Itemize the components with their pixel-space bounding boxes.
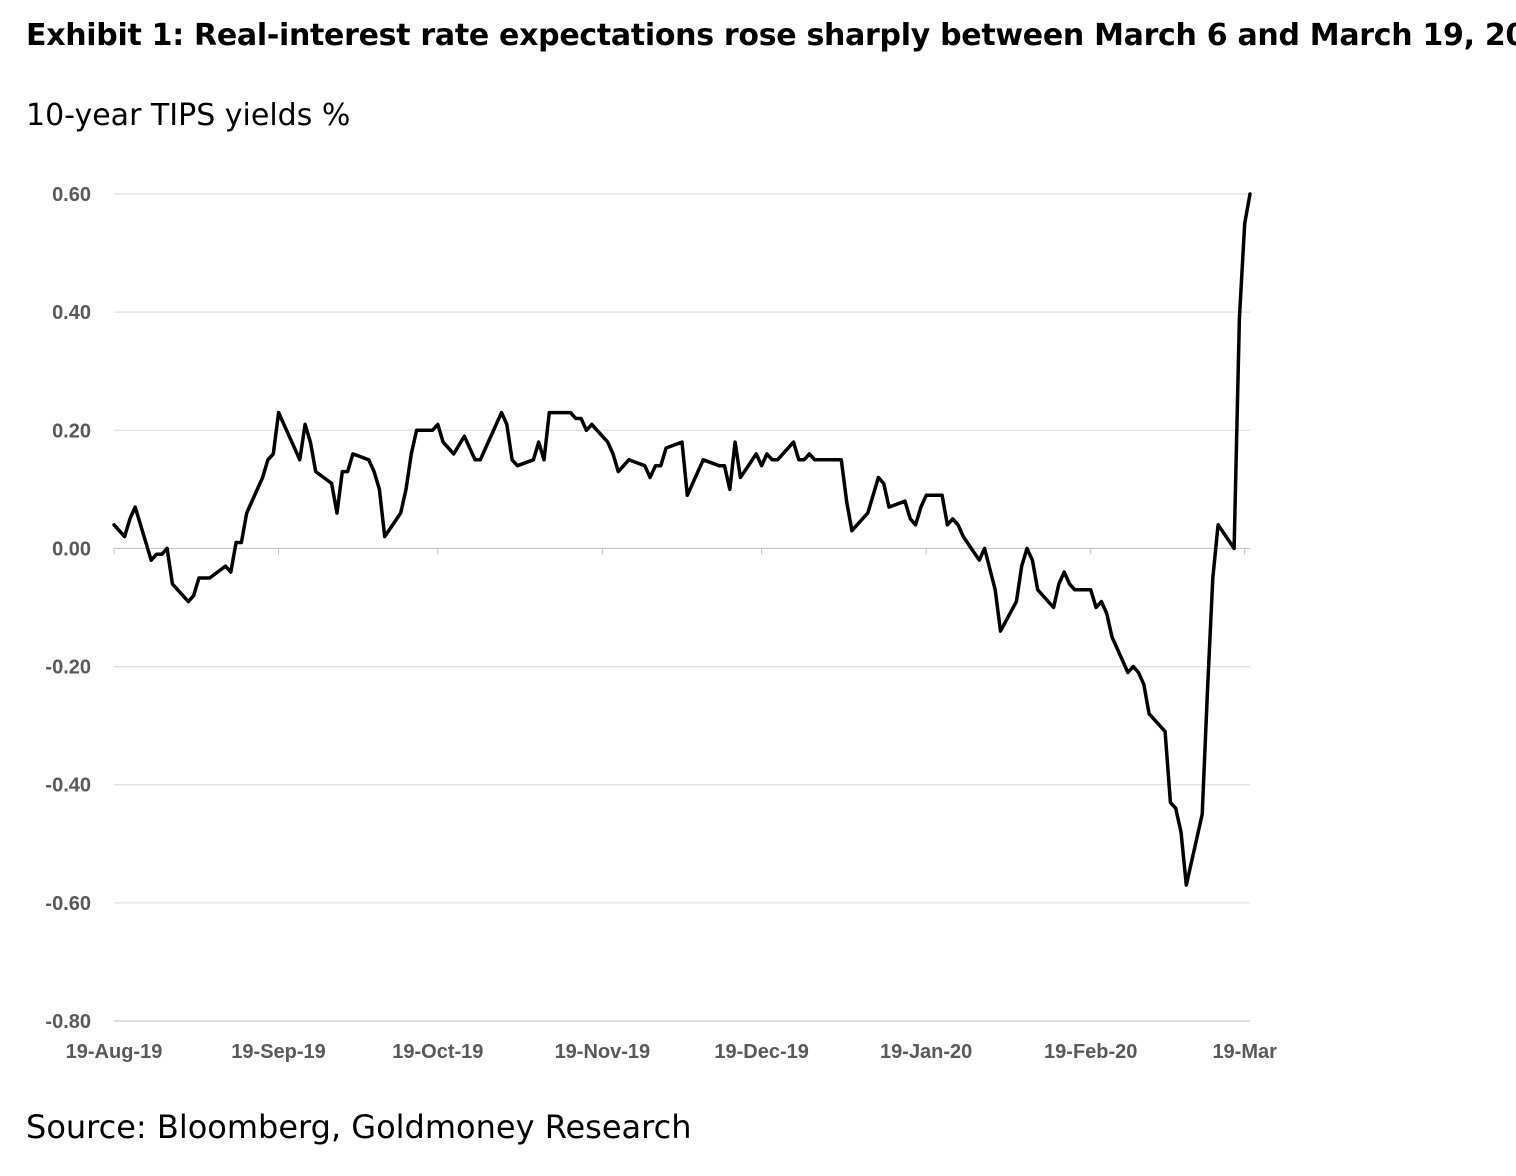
y-tick-label: 0.40 (52, 302, 91, 324)
x-tick-label: 19-Dec-19 (714, 1041, 809, 1063)
x-axis: 19-Aug-19 19-Sep-19 19-Oct-19 19-Nov-19 19-D… (66, 548, 1277, 1063)
plot-area (112, 192, 1252, 887)
y-tick-label: -0.60 (45, 893, 91, 915)
chart-title: Exhibit 1: Real-interest rate expectatio… (26, 18, 1516, 53)
y-tick-label: -0.80 (45, 1011, 91, 1033)
y-axis: 0.60 0.40 0.20 0.00 -0.20 -0.40 -0.60 -0.80 (45, 184, 91, 1033)
line-chart: 0.60 0.40 0.20 0.00 -0.20 -0.40 -0.60 -0.80 19-… (45, 184, 1277, 1063)
x-tick-label: 19-Mar (1212, 1041, 1277, 1063)
gridlines (114, 193, 1250, 1022)
chart-subtitle: 10-year TIPS yields % (26, 98, 351, 133)
y-tick-label: -0.20 (45, 657, 91, 679)
y-tick-label: 0.60 (52, 184, 91, 206)
source-note: Source: Bloomberg, Goldmoney Research (26, 1108, 692, 1146)
x-tick-label: 19-Oct-19 (392, 1041, 483, 1063)
x-tick-label: 19-Aug-19 (66, 1041, 163, 1063)
x-tick-label: 19-Sep-19 (231, 1041, 326, 1063)
x-tick-label: 19-Nov-19 (555, 1041, 651, 1063)
x-tick-label: 19-Feb-20 (1044, 1041, 1137, 1063)
y-tick-label: -0.40 (45, 775, 91, 797)
x-tick-label: 19-Jan-20 (880, 1041, 972, 1063)
series-line (112, 192, 1252, 887)
y-tick-label: 0.20 (52, 420, 91, 442)
y-tick-label: 0.00 (52, 538, 91, 560)
